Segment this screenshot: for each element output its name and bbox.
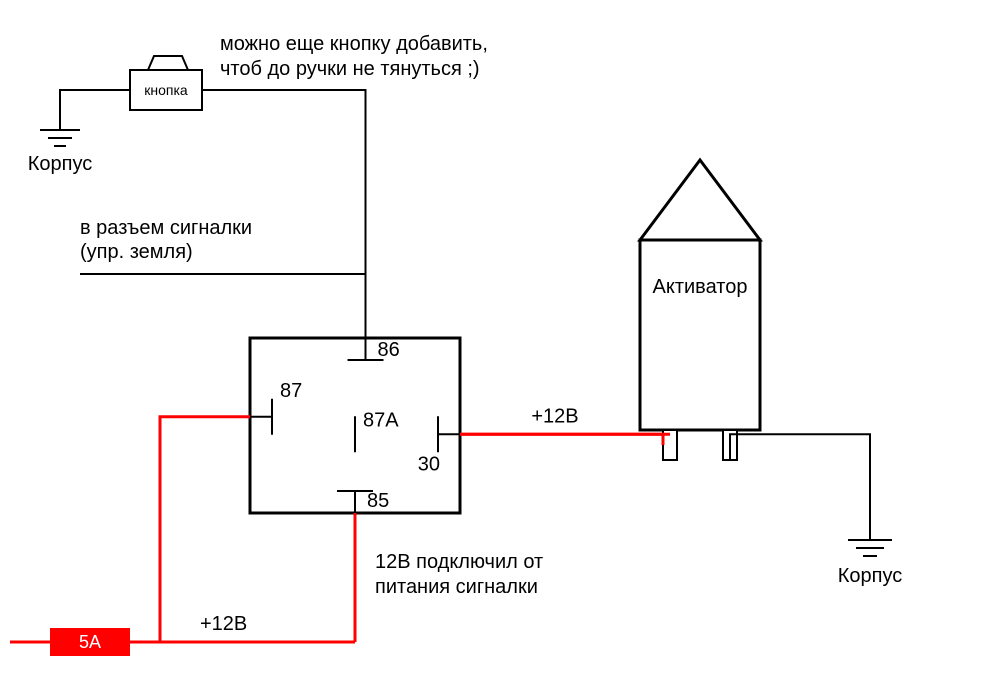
pin-87a-label: 87А — [363, 409, 399, 431]
pin-30-label: 30 — [418, 453, 440, 475]
pin-86-label: 86 — [378, 339, 400, 361]
plus12-bottom-label: +12В — [200, 613, 247, 635]
alarm-line1: в разъем сигналки — [80, 217, 252, 239]
note-line1: можно еще кнопку добавить, — [220, 33, 488, 55]
power-line2: питания сигналки — [375, 576, 538, 598]
pin-85-label: 85 — [367, 490, 389, 512]
fuse-label: 5А — [79, 632, 101, 652]
ground-right-label: Корпус — [838, 565, 903, 587]
note-line2: чтоб до ручки не тянуться ;) — [220, 58, 480, 80]
button-label: кнопка — [144, 82, 188, 98]
ground-left-label: Корпус — [28, 153, 93, 175]
alarm-line2: (упр. земля) — [80, 241, 193, 263]
pin-87-label: 87 — [280, 380, 302, 402]
activator-label: Активатор — [653, 276, 748, 298]
plus12-top-label: +12В — [531, 405, 578, 427]
power-line1: 12В подключил от — [375, 551, 543, 573]
